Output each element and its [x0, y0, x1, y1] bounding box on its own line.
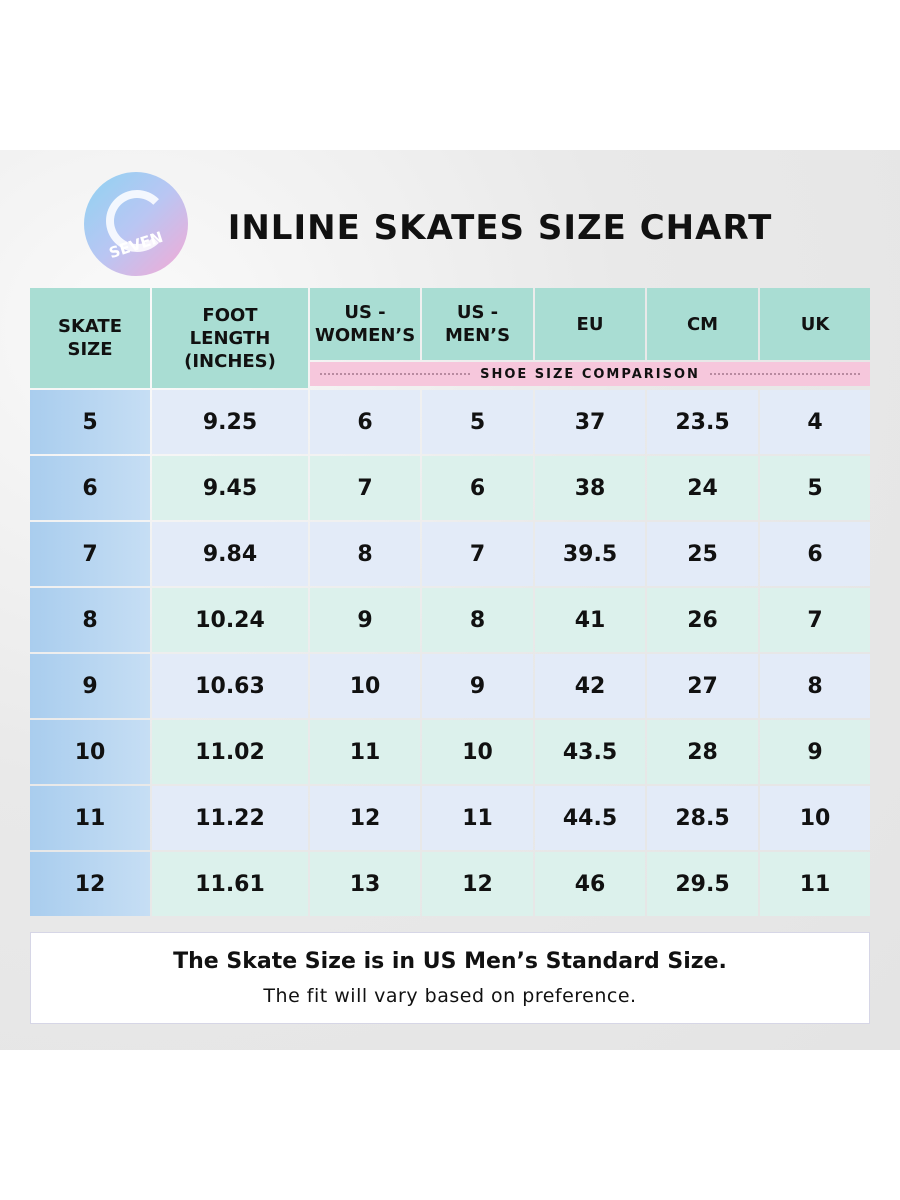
- column-header: FOOT LENGTH (INCHES): [152, 288, 308, 388]
- header-text: UK: [800, 313, 830, 335]
- table-cell: 27: [647, 654, 758, 718]
- table-cell: 11: [760, 852, 870, 916]
- table-cell: 9.84: [152, 522, 308, 586]
- table-cell: 26: [647, 588, 758, 652]
- table-cell: 11: [310, 720, 420, 784]
- table-cell: 37: [535, 390, 645, 454]
- dotted-line: [709, 373, 860, 375]
- row-header: 8: [30, 588, 150, 652]
- table-cell: 11.22: [152, 786, 308, 850]
- table-cell: 43.5: [535, 720, 645, 784]
- table-cell: 10.63: [152, 654, 308, 718]
- row-header: 7: [30, 522, 150, 586]
- table-cell: 28.5: [647, 786, 758, 850]
- table-cell: 11: [422, 786, 533, 850]
- table-cell: 8: [422, 588, 533, 652]
- table-cell: 7: [760, 588, 870, 652]
- column-header: EU: [535, 288, 645, 360]
- row-header: 12: [30, 852, 150, 916]
- table-cell: 44.5: [535, 786, 645, 850]
- note-bold: The Skate Size is in US Men’s Standard S…: [173, 949, 727, 974]
- table-cell: 10.24: [152, 588, 308, 652]
- table-cell: 46: [535, 852, 645, 916]
- column-header: UK: [760, 288, 870, 360]
- table-cell: 29.5: [647, 852, 758, 916]
- title: INLINE SKATES SIZE CHART: [227, 208, 773, 248]
- note-text: The fit will vary based on preference.: [263, 985, 637, 1007]
- table-cell: 9: [422, 654, 533, 718]
- table-cell: 10: [310, 654, 420, 718]
- column-header: CM: [647, 288, 758, 360]
- table-cell: 6: [310, 390, 420, 454]
- table-cell: 42: [535, 654, 645, 718]
- table-cell: 8: [760, 654, 870, 718]
- table-cell: 11.61: [152, 852, 308, 916]
- table-cell: 39.5: [535, 522, 645, 586]
- header-text: US - MEN’S: [444, 302, 511, 346]
- header-text: FOOT LENGTH (INCHES): [184, 304, 276, 372]
- table-cell: 11.02: [152, 720, 308, 784]
- header-text: US - WOMEN’S: [315, 302, 416, 346]
- table-cell: 12: [422, 852, 533, 916]
- table-cell: 24: [647, 456, 758, 520]
- note-box: The Skate Size is in US Men’s Standard S…: [30, 932, 870, 1024]
- table-cell: 6: [422, 456, 533, 520]
- table-cell: 9.25: [152, 390, 308, 454]
- table-cell: 41: [535, 588, 645, 652]
- column-header: SKATE SIZE: [30, 288, 150, 388]
- table-cell: 10: [422, 720, 533, 784]
- table-cell: 7: [422, 522, 533, 586]
- table-cell: 38: [535, 456, 645, 520]
- logo: SEVEN: [84, 172, 188, 276]
- table-cell: 13: [310, 852, 420, 916]
- subheader-band: SHOE SIZE COMPARISON: [310, 362, 870, 386]
- table-cell: 9: [310, 588, 420, 652]
- header-text: SKATE SIZE: [57, 316, 123, 360]
- table-cell: 23.5: [647, 390, 758, 454]
- header-text: CM: [686, 313, 719, 335]
- table-cell: 5: [422, 390, 533, 454]
- table-cell: 9: [760, 720, 870, 784]
- row-header: 5: [30, 390, 150, 454]
- row-header: 9: [30, 654, 150, 718]
- table-cell: 8: [310, 522, 420, 586]
- table-cell: 12: [310, 786, 420, 850]
- header-text: EU: [576, 313, 604, 335]
- row-header: 11: [30, 786, 150, 850]
- table-cell: 4: [760, 390, 870, 454]
- table-cell: 9.45: [152, 456, 308, 520]
- table-cell: 10: [760, 786, 870, 850]
- table-cell: 5: [760, 456, 870, 520]
- dotted-line: [320, 373, 471, 375]
- column-header: US - MEN’S: [422, 288, 533, 360]
- row-header: 6: [30, 456, 150, 520]
- table-cell: 25: [647, 522, 758, 586]
- logo-mark: [106, 190, 168, 252]
- subheader: SHOE SIZE COMPARISON: [480, 366, 700, 382]
- table-cell: 28: [647, 720, 758, 784]
- column-header: US - WOMEN’S: [310, 288, 420, 360]
- table-cell: 6: [760, 522, 870, 586]
- row-header: 10: [30, 720, 150, 784]
- table-cell: 7: [310, 456, 420, 520]
